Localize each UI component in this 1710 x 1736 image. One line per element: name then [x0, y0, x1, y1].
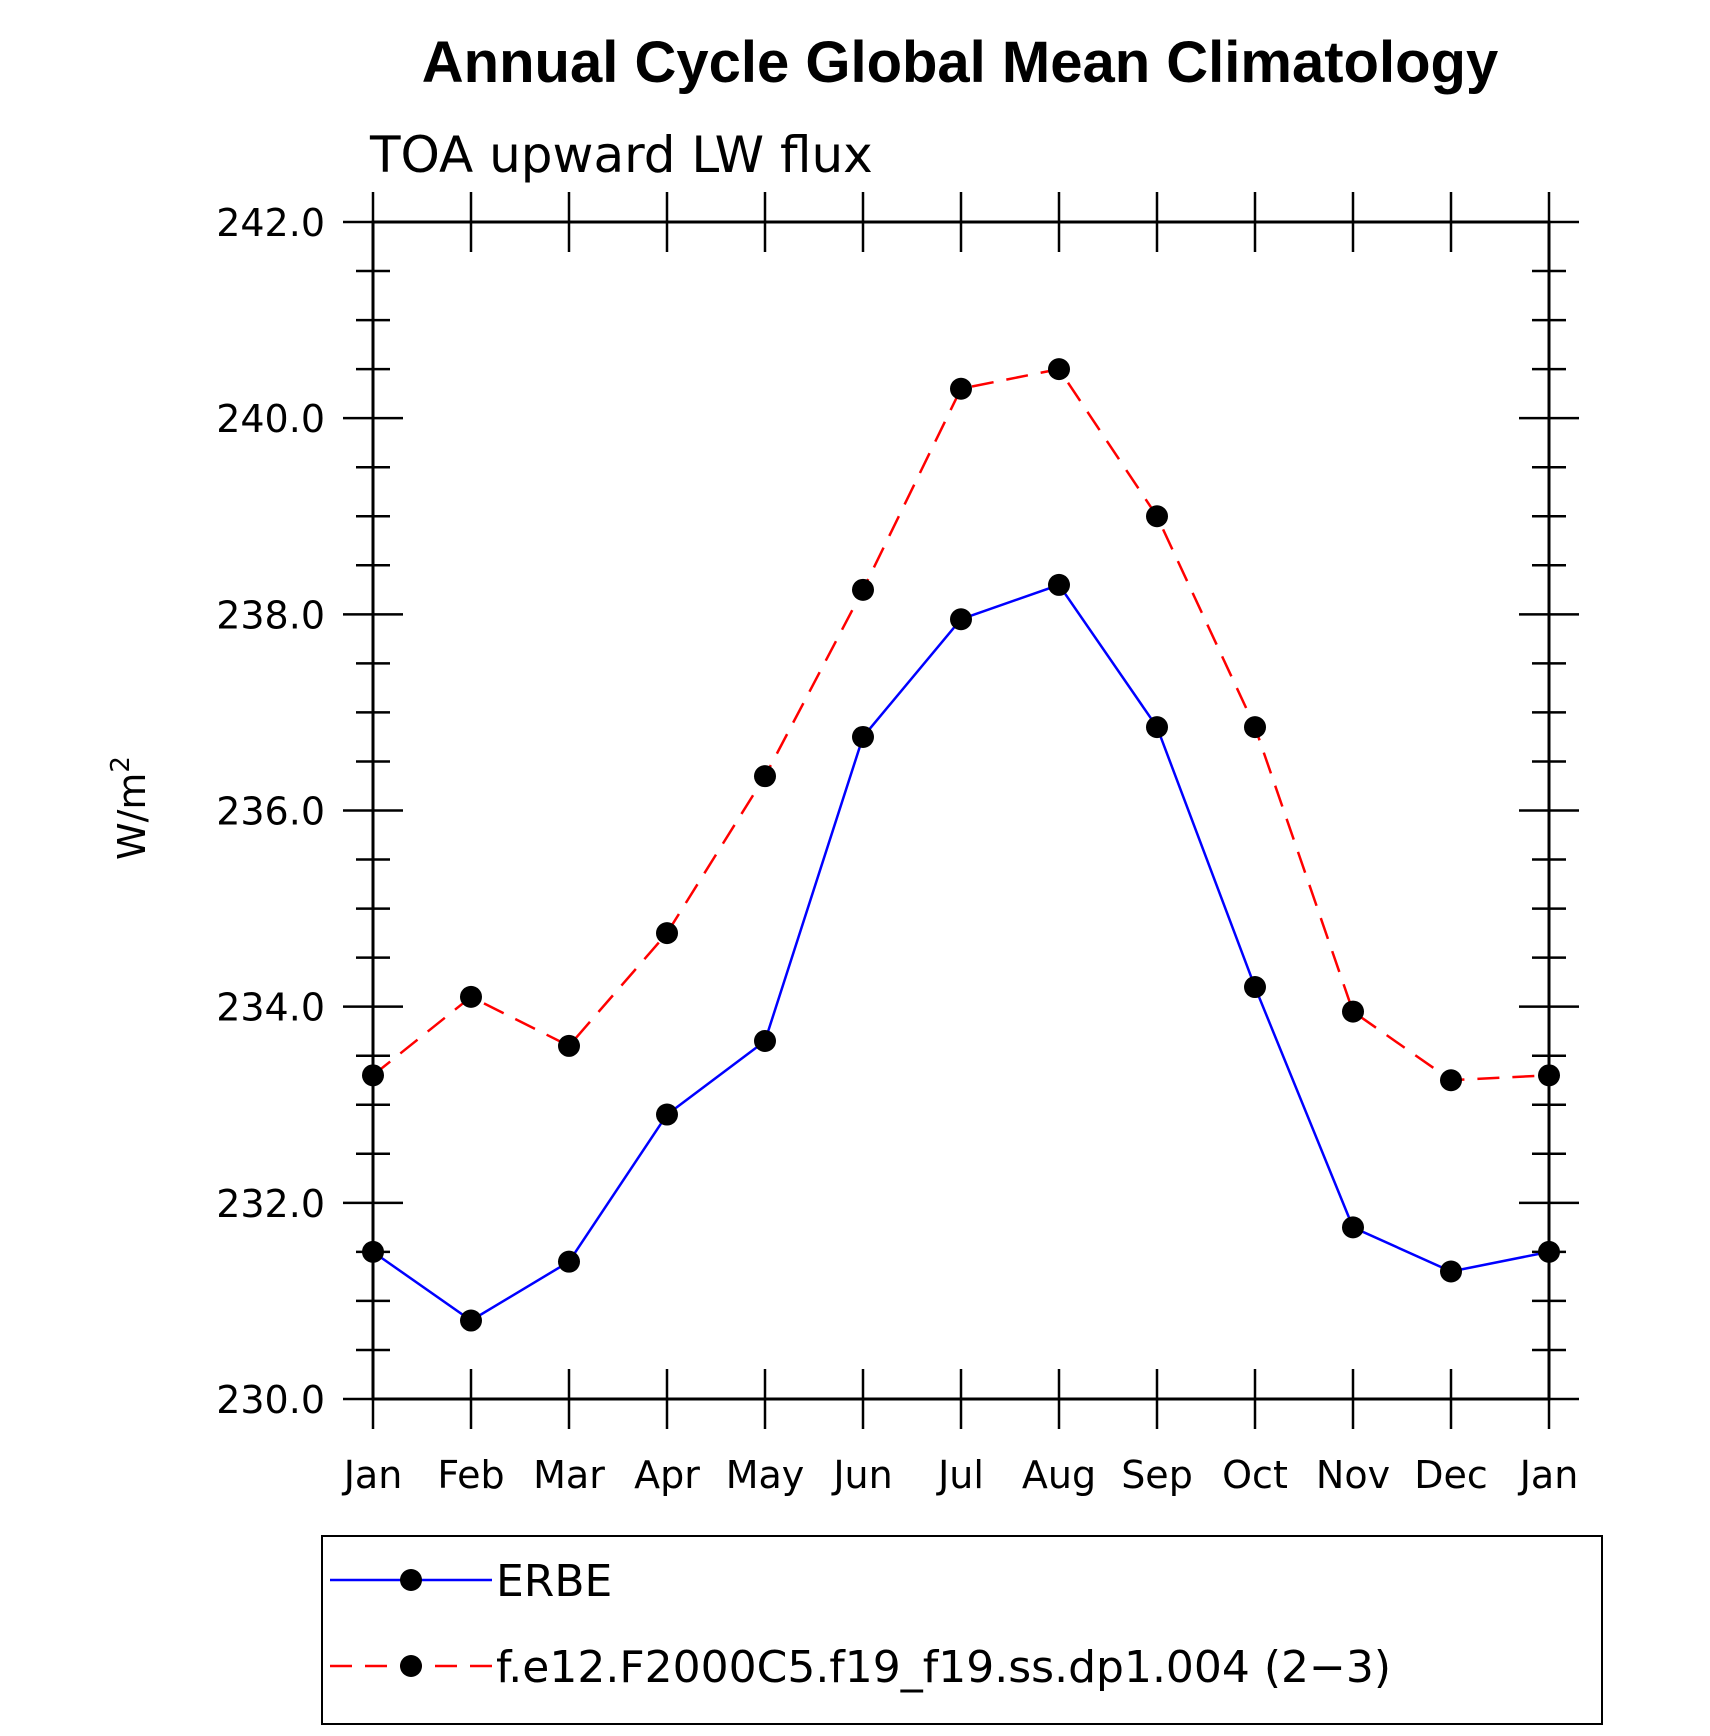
x-tick-label: Sep — [1121, 1453, 1193, 1497]
series-1-point — [1048, 573, 1070, 596]
series-1-point — [1342, 1216, 1364, 1239]
series-2-point — [852, 578, 874, 601]
legend-marker-2 — [400, 1655, 422, 1677]
series-1-point — [1244, 976, 1266, 999]
series-1-point — [1440, 1260, 1462, 1283]
chart-subtitle: TOA upward LW flux — [369, 126, 873, 184]
chart-title: Annual Cycle Global Mean Climatology — [422, 30, 1498, 95]
series-2-point — [1342, 1000, 1364, 1023]
series-line-1 — [372, 583, 1550, 1322]
y-tick-label: 230.0 — [216, 1378, 325, 1422]
y-tick-label: 242.0 — [216, 201, 325, 245]
series-1-point — [950, 608, 972, 631]
y-tick-label: 232.0 — [216, 1182, 325, 1226]
y-tick-label: 240.0 — [216, 397, 325, 441]
legend: ERBE f.e12.F2000C5.f19_f19.ss.dp1.004 (2−… — [321, 1535, 1603, 1725]
x-tick-labels: Jan Feb Mar Apr May Jun Jul Aug Sep Oct Nov Dec Jan — [342, 1453, 1579, 1497]
series-2-point — [656, 922, 678, 945]
axis-ticks — [343, 192, 1579, 1429]
series-2-point — [754, 765, 776, 788]
x-tick-label: Jan — [342, 1453, 403, 1497]
y-tick-label: 236.0 — [216, 790, 325, 834]
series-2-point — [1048, 358, 1070, 381]
x-tick-label: Mar — [533, 1453, 605, 1497]
series-2-point — [460, 985, 482, 1008]
y-axis-label: W/m2 — [106, 756, 154, 860]
series-2-point — [1244, 716, 1266, 739]
series-2-point — [1146, 505, 1168, 528]
series-2-point — [558, 1034, 580, 1057]
x-tick-label: Feb — [437, 1453, 504, 1497]
x-tick-label: Jun — [831, 1453, 892, 1497]
svg-text:W/m2: W/m2 — [106, 756, 154, 860]
series-line-2 — [372, 367, 1550, 1082]
x-tick-label: Jan — [1518, 1453, 1579, 1497]
series-1-point — [1146, 716, 1168, 739]
y-tick-label: 234.0 — [216, 986, 325, 1030]
y-tick-label: 238.0 — [216, 593, 325, 637]
x-tick-label: Oct — [1222, 1453, 1288, 1497]
legend-label-2: f.e12.F2000C5.f19_f19.ss.dp1.004 (2−3) — [496, 1642, 1391, 1693]
y-axis-label-text: W/m — [110, 773, 154, 860]
legend-label-1: ERBE — [496, 1556, 612, 1607]
x-tick-label: Apr — [634, 1453, 700, 1497]
legend-box — [321, 1535, 1603, 1725]
x-tick-label: May — [726, 1453, 805, 1497]
series-1-point — [852, 725, 874, 748]
series-2-point — [950, 377, 972, 400]
series-markers — [362, 358, 1560, 1332]
series-1-point — [558, 1250, 580, 1273]
series-1-point — [460, 1309, 482, 1332]
series-lines — [372, 367, 1550, 1322]
series-2-point — [1440, 1069, 1462, 1092]
series-1-point — [656, 1103, 678, 1126]
y-axis-label-superscript: 2 — [106, 756, 136, 773]
y-tick-labels: 230.0 232.0 234.0 236.0 238.0 240.0 242.0 — [216, 201, 325, 1422]
plot-frame — [371, 220, 1551, 1401]
x-tick-label: Dec — [1414, 1453, 1488, 1497]
x-tick-label: Aug — [1022, 1453, 1096, 1497]
x-tick-label: Nov — [1316, 1453, 1390, 1497]
x-tick-label: Jul — [936, 1453, 984, 1497]
series-1-point — [754, 1029, 776, 1052]
legend-marker-1 — [400, 1569, 422, 1591]
